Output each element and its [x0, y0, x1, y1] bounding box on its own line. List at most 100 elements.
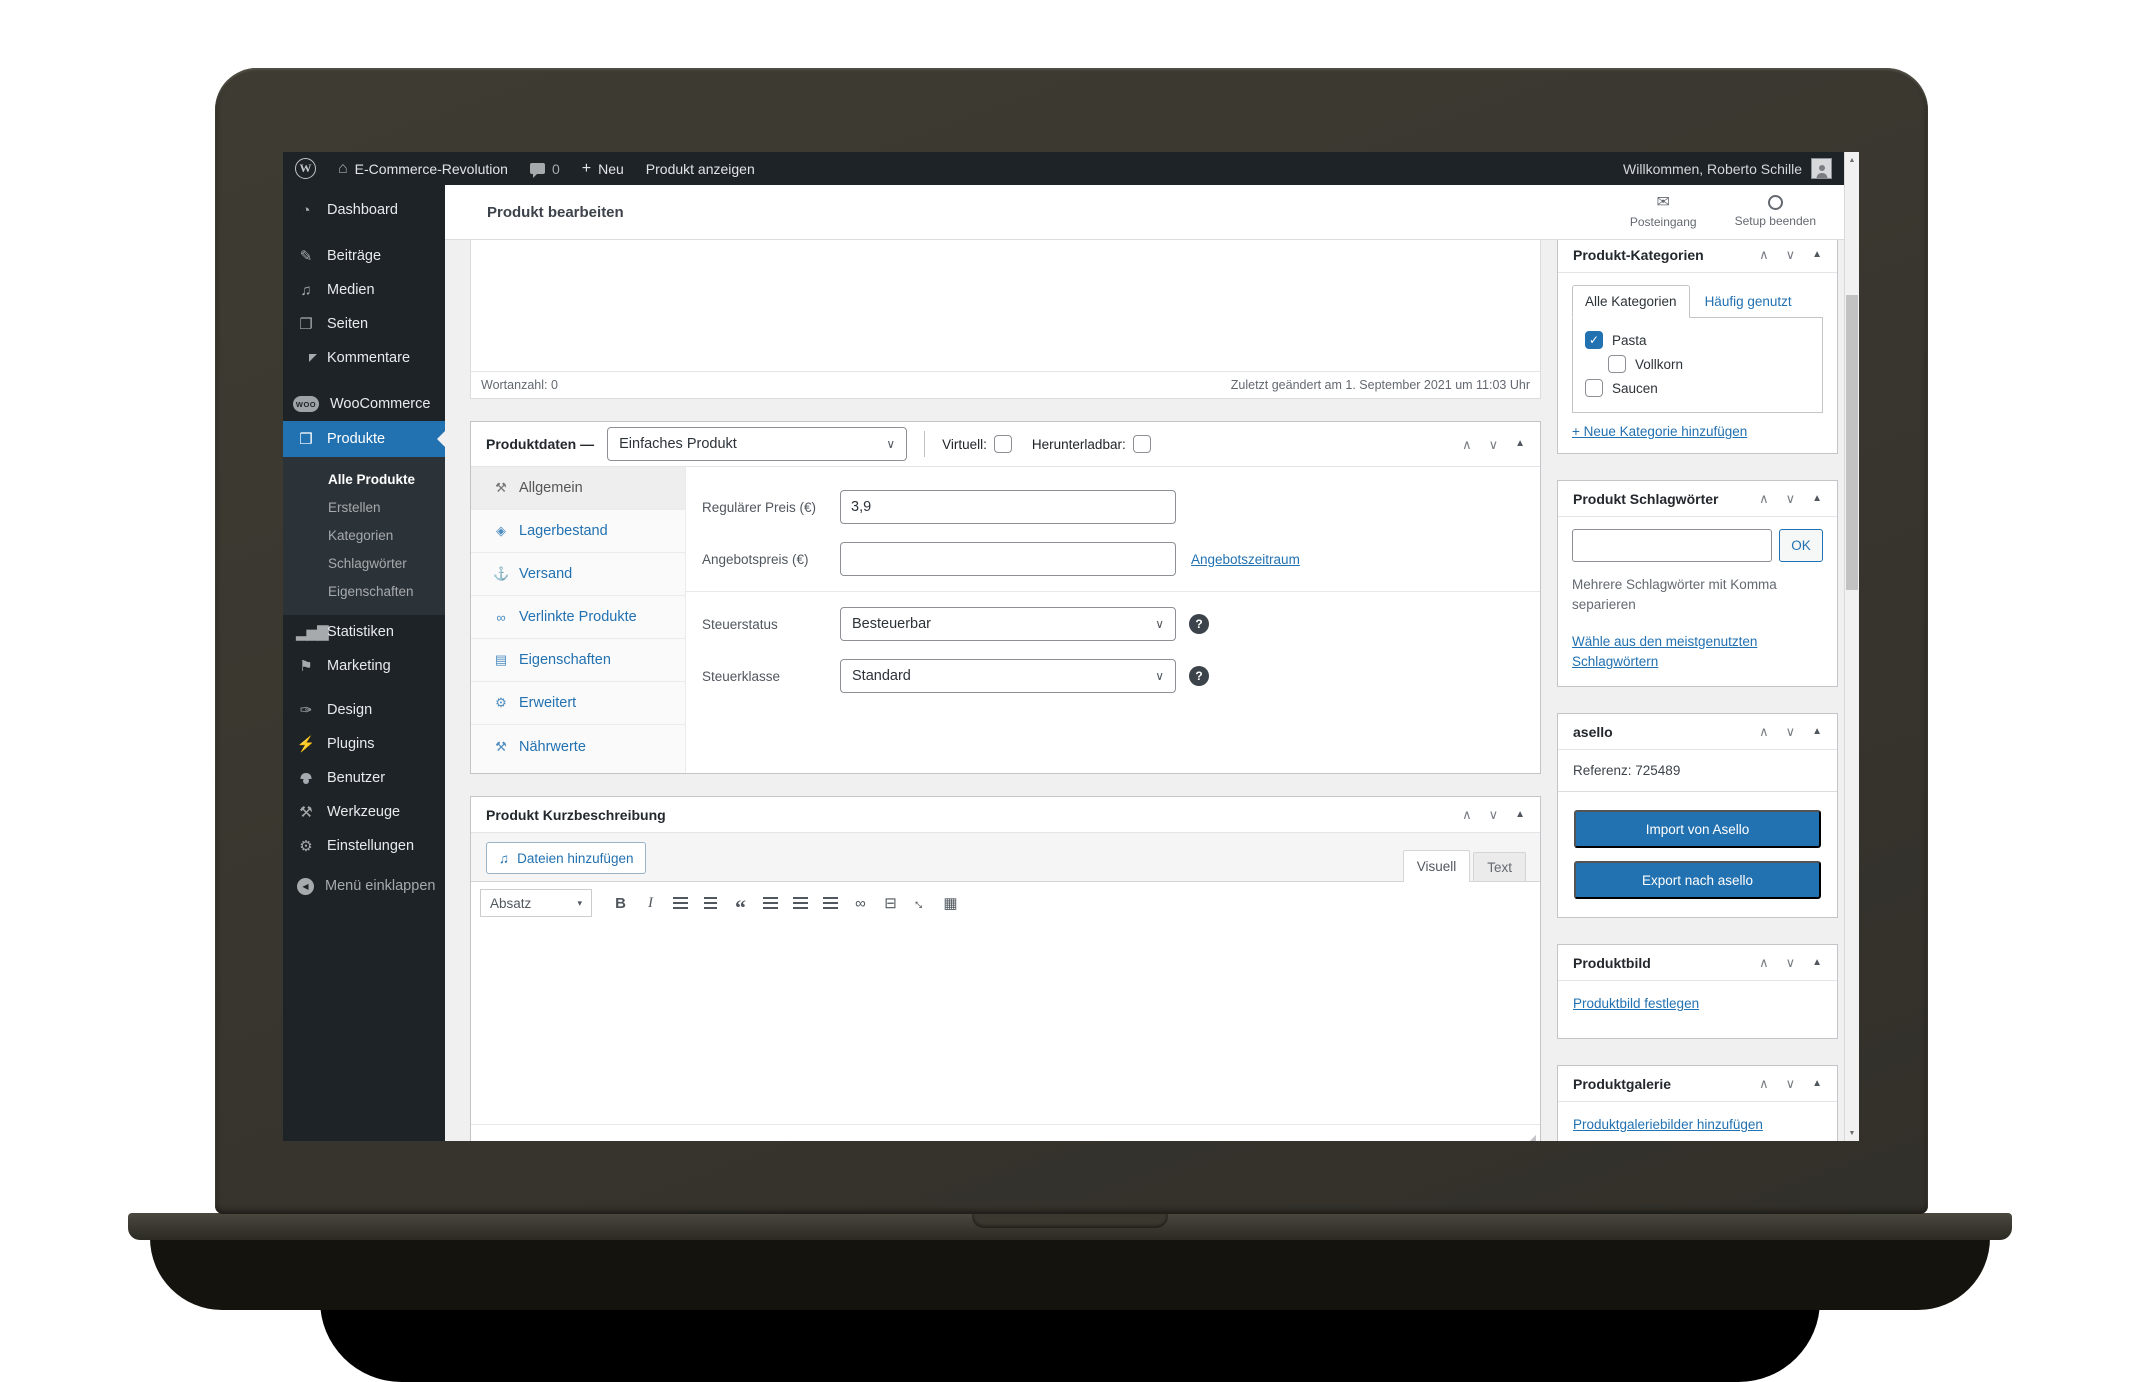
align-center-button[interactable] — [787, 890, 814, 916]
move-up-icon[interactable]: ∧ — [1759, 491, 1769, 506]
add-category-link[interactable]: + Neue Kategorie hinzufügen — [1572, 424, 1748, 439]
collapse-panel-icon[interactable]: ▲ — [1515, 438, 1525, 449]
toolbar-toggle-button[interactable]: ▦ — [943, 895, 958, 912]
move-down-icon[interactable]: ∨ — [1488, 807, 1499, 822]
view-product-link[interactable]: Produkt anzeigen — [646, 161, 755, 177]
category-item-vollkorn[interactable]: Vollkorn — [1573, 352, 1822, 376]
resize-handle-icon[interactable]: ◢ — [1527, 1133, 1536, 1142]
italic-button[interactable]: I — [648, 894, 653, 911]
post-editor-textarea[interactable] — [471, 240, 1540, 371]
scrollbar-thumb[interactable] — [1846, 295, 1858, 590]
collapse-menu-button[interactable]: ◀ Menü einklappen — [283, 869, 445, 903]
move-up-icon[interactable]: ∧ — [1759, 724, 1769, 739]
bullet-list-button[interactable] — [667, 890, 694, 916]
tab-all-categories[interactable]: Alle Kategorien — [1572, 285, 1690, 318]
help-icon[interactable]: ? — [1189, 666, 1209, 686]
tax-status-select[interactable]: Besteuerbar ∨ — [840, 607, 1176, 641]
move-down-icon[interactable]: ∨ — [1785, 247, 1796, 262]
submenu-attributes[interactable]: Eigenschaften — [328, 583, 414, 599]
move-up-icon[interactable]: ∧ — [1462, 436, 1472, 452]
tab-inventory[interactable]: ◈ Lagerbestand — [471, 510, 685, 553]
paragraph-select[interactable]: Absatz ▾ — [480, 889, 592, 917]
choose-tags-link[interactable]: Wähle aus den meistgenutzten Schlagwörte… — [1572, 633, 1758, 669]
collapse-panel-icon[interactable]: ▲ — [1812, 492, 1822, 504]
text-tab[interactable]: Text — [1473, 852, 1526, 881]
submenu-tags[interactable]: Schlagwörter — [328, 555, 407, 571]
read-more-button[interactable]: ⊟ — [884, 895, 897, 912]
site-name-link[interactable]: ⌂ E-Commerce-Revolution — [338, 160, 508, 177]
align-left-button[interactable] — [757, 890, 784, 916]
sidebar-item-woocommerce[interactable]: WOO WooCommerce — [283, 387, 445, 421]
sidebar-item-dashboard[interactable]: ◔ Dashboard — [283, 193, 445, 227]
schedule-link[interactable]: Angebotszeitraum — [1191, 551, 1300, 567]
tab-shipping[interactable]: ⚓ Versand — [471, 553, 685, 596]
align-right-button[interactable] — [817, 890, 844, 916]
sidebar-item-comments[interactable]: Kommentare — [283, 341, 445, 375]
sidebar-item-design[interactable]: ✑ Design — [283, 693, 445, 727]
sidebar-item-statistics[interactable]: ▂▅▇ Statistiken — [283, 615, 445, 649]
sidebar-item-users[interactable]: Benutzer — [283, 761, 445, 795]
sidebar-item-marketing[interactable]: ⚑ Marketing — [283, 649, 445, 683]
product-type-select[interactable]: Einfaches Produkt ∨ — [607, 427, 908, 461]
sidebar-item-tools[interactable]: ⚒ Werkzeuge — [283, 795, 445, 829]
sidebar-item-plugins[interactable]: ⚡ Plugins — [283, 727, 445, 761]
move-up-icon[interactable]: ∧ — [1462, 807, 1472, 822]
set-product-image-link[interactable]: Produktbild festlegen — [1573, 996, 1700, 1011]
tag-input[interactable] — [1572, 529, 1772, 562]
move-up-icon[interactable]: ∧ — [1759, 955, 1769, 970]
move-up-icon[interactable]: ∧ — [1759, 247, 1769, 262]
tab-attributes[interactable]: ▤ Eigenschaften — [471, 639, 685, 682]
export-asello-button[interactable]: Export nach asello — [1574, 861, 1821, 899]
blockquote-button[interactable]: “ — [735, 894, 746, 920]
submenu-categories[interactable]: Kategorien — [328, 527, 394, 543]
collapse-panel-icon[interactable]: ▲ — [1812, 725, 1822, 737]
collapse-panel-icon[interactable]: ▲ — [1812, 248, 1822, 260]
collapse-panel-icon[interactable]: ▲ — [1812, 1077, 1822, 1089]
checkbox-checked[interactable]: ✓ — [1585, 331, 1603, 349]
move-down-icon[interactable]: ∨ — [1488, 436, 1499, 452]
finish-setup-button[interactable]: Setup beenden — [1735, 195, 1816, 229]
account-menu[interactable]: Willkommen, Roberto Schille — [1623, 158, 1832, 179]
regular-price-input[interactable] — [840, 490, 1176, 524]
add-media-button[interactable]: ♫ Dateien hinzufügen — [486, 842, 647, 874]
tab-frequently-used[interactable]: Häufig genutzt — [1704, 294, 1792, 309]
sidebar-item-posts[interactable]: ✎ Beiträge — [283, 239, 445, 273]
help-icon[interactable]: ? — [1189, 614, 1209, 634]
sidebar-item-media[interactable]: ♫ Medien — [283, 273, 445, 307]
tab-nutrition[interactable]: ⚒ Nährwerte — [471, 725, 685, 768]
bold-button[interactable]: B — [615, 894, 626, 912]
submenu-all-products[interactable]: Alle Produkte — [328, 471, 416, 487]
move-down-icon[interactable]: ∨ — [1785, 955, 1796, 970]
tab-general[interactable]: ⚒ Allgemein — [471, 467, 685, 510]
sidebar-item-products[interactable]: ❒ Produkte — [283, 421, 445, 457]
numbered-list-button[interactable] — [697, 890, 724, 916]
sidebar-item-pages[interactable]: ❐ Seiten — [283, 307, 445, 341]
collapse-panel-icon[interactable]: ▲ — [1812, 956, 1822, 968]
comments-shortcut[interactable]: 0 — [529, 161, 560, 178]
tag-ok-button[interactable]: OK — [1779, 529, 1823, 562]
move-down-icon[interactable]: ∨ — [1785, 491, 1796, 506]
move-down-icon[interactable]: ∨ — [1785, 724, 1796, 739]
wp-logo-menu[interactable]: W — [295, 158, 316, 179]
checkbox[interactable] — [1608, 355, 1626, 373]
tab-advanced[interactable]: ⚙ Erweitert — [471, 682, 685, 725]
vertical-scrollbar[interactable]: ▲ ▼ — [1844, 152, 1859, 1141]
inbox-button[interactable]: ✉ Posteingang — [1629, 194, 1697, 230]
checkbox[interactable] — [1585, 379, 1603, 397]
move-down-icon[interactable]: ∨ — [1785, 1076, 1796, 1092]
tax-class-select[interactable]: Standard ∨ — [840, 659, 1176, 693]
category-item-pasta[interactable]: ✓ Pasta — [1573, 328, 1822, 352]
new-content-menu[interactable]: + Neu — [582, 160, 624, 177]
import-asello-button[interactable]: Import von Asello — [1574, 810, 1821, 848]
sale-price-input[interactable] — [840, 542, 1176, 576]
sidebar-item-settings[interactable]: ⚙ Einstellungen — [283, 829, 445, 863]
scroll-down-arrow[interactable]: ▼ — [1848, 1129, 1856, 1137]
short-description-textarea[interactable] — [471, 924, 1540, 1124]
virtual-checkbox[interactable] — [993, 435, 1012, 453]
insert-link-button[interactable]: ∞ — [855, 894, 866, 912]
submenu-create[interactable]: Erstellen — [328, 499, 381, 515]
fullscreen-button[interactable]: ↔ — [909, 891, 932, 915]
collapse-panel-icon[interactable]: ▲ — [1515, 808, 1525, 820]
downloadable-checkbox[interactable] — [1132, 435, 1151, 453]
move-up-icon[interactable]: ∧ — [1759, 1076, 1769, 1092]
